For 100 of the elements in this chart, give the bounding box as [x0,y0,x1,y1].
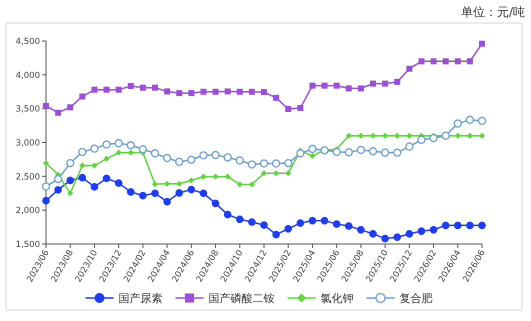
point [466,116,474,124]
point [104,156,110,162]
point [393,148,402,157]
point [212,88,219,95]
point [164,88,170,94]
point [199,151,208,160]
point [102,174,110,182]
point [248,88,255,95]
point [442,222,450,230]
point [236,216,244,224]
point [380,148,390,157]
legend-label: 氯化钾 [320,292,354,305]
point [126,188,135,196]
point [296,219,304,227]
legend-label: 复合肥 [400,292,432,305]
point [54,174,62,184]
y-tick-label: 2,000 [16,206,40,216]
point [369,230,377,238]
point [344,222,353,230]
point [381,234,389,242]
point [54,186,62,194]
point [126,141,135,150]
point [67,190,74,196]
point [332,220,340,228]
point [358,85,364,92]
point [479,132,485,139]
point [309,82,316,89]
point [236,88,243,95]
point [479,40,485,47]
point [297,104,304,111]
point [187,156,196,164]
y-tick-label: 3,500 [16,104,40,115]
point [224,88,231,94]
point [272,159,280,168]
point [370,132,376,139]
point [114,139,123,148]
point [79,162,86,169]
point [139,192,147,200]
point [138,145,148,154]
point [152,84,158,91]
y-tick-label: 3,000 [16,138,40,148]
point [418,227,426,235]
point [418,58,424,64]
point [248,160,256,169]
point [334,82,340,89]
point [405,142,414,151]
y-tick-label: 4,500 [16,37,40,47]
point [370,80,376,87]
point [175,189,184,197]
point [466,222,474,230]
point [308,144,317,154]
y-tick-label: 4,000 [16,70,40,81]
point [224,174,231,180]
point [116,86,122,93]
point [42,182,50,191]
point [90,183,98,191]
point [454,222,462,230]
point [188,90,194,96]
point [152,181,158,188]
point [430,58,437,64]
point [42,196,50,204]
point [296,149,304,158]
point [322,82,328,89]
point [128,150,134,156]
point [442,58,449,64]
point [140,84,146,91]
legend-label: 国产尿素 [118,292,162,305]
point [285,106,292,112]
point [175,158,184,166]
y-tick-label: 1,500 [16,240,40,250]
point [368,147,378,156]
point [200,174,206,180]
point [55,110,62,116]
point [200,88,206,95]
point [454,119,462,128]
point [430,226,438,234]
point [66,158,74,168]
point [478,222,486,230]
point [284,224,292,233]
point [260,159,268,168]
point [211,150,220,160]
point [466,58,473,64]
point [309,153,316,160]
point [382,80,388,87]
point [248,218,256,226]
point [224,210,232,218]
point [151,189,159,198]
point [261,170,267,176]
point [346,85,352,92]
point [102,140,111,149]
point [212,200,220,208]
point [114,179,122,187]
point [344,148,353,156]
point [128,83,134,89]
point [176,90,182,96]
point [406,66,412,72]
point [116,150,122,156]
point [90,144,99,153]
point [320,216,328,224]
point [308,216,316,224]
